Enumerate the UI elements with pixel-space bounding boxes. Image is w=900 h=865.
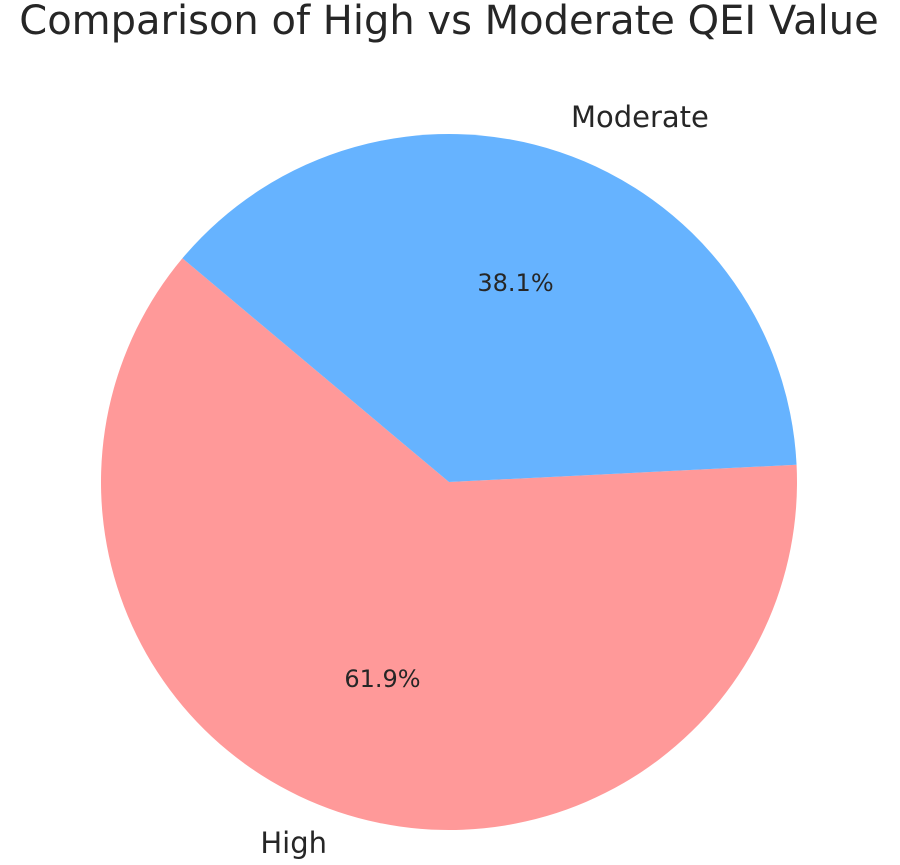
slice-label-high: High xyxy=(260,826,327,860)
pie-slices xyxy=(101,134,797,830)
pie-slice-moderate xyxy=(182,134,797,482)
slice-label-moderate: Moderate xyxy=(571,100,709,134)
pie-slice-high xyxy=(101,258,797,830)
percent-label-high: 61.9% xyxy=(344,665,420,693)
percent-label-moderate: 38.1% xyxy=(477,269,553,297)
pie-labels: High 61.9% Moderate 38.1% xyxy=(260,100,709,860)
chart-title: Comparison of High vs Moderate QEI Value xyxy=(19,0,878,44)
